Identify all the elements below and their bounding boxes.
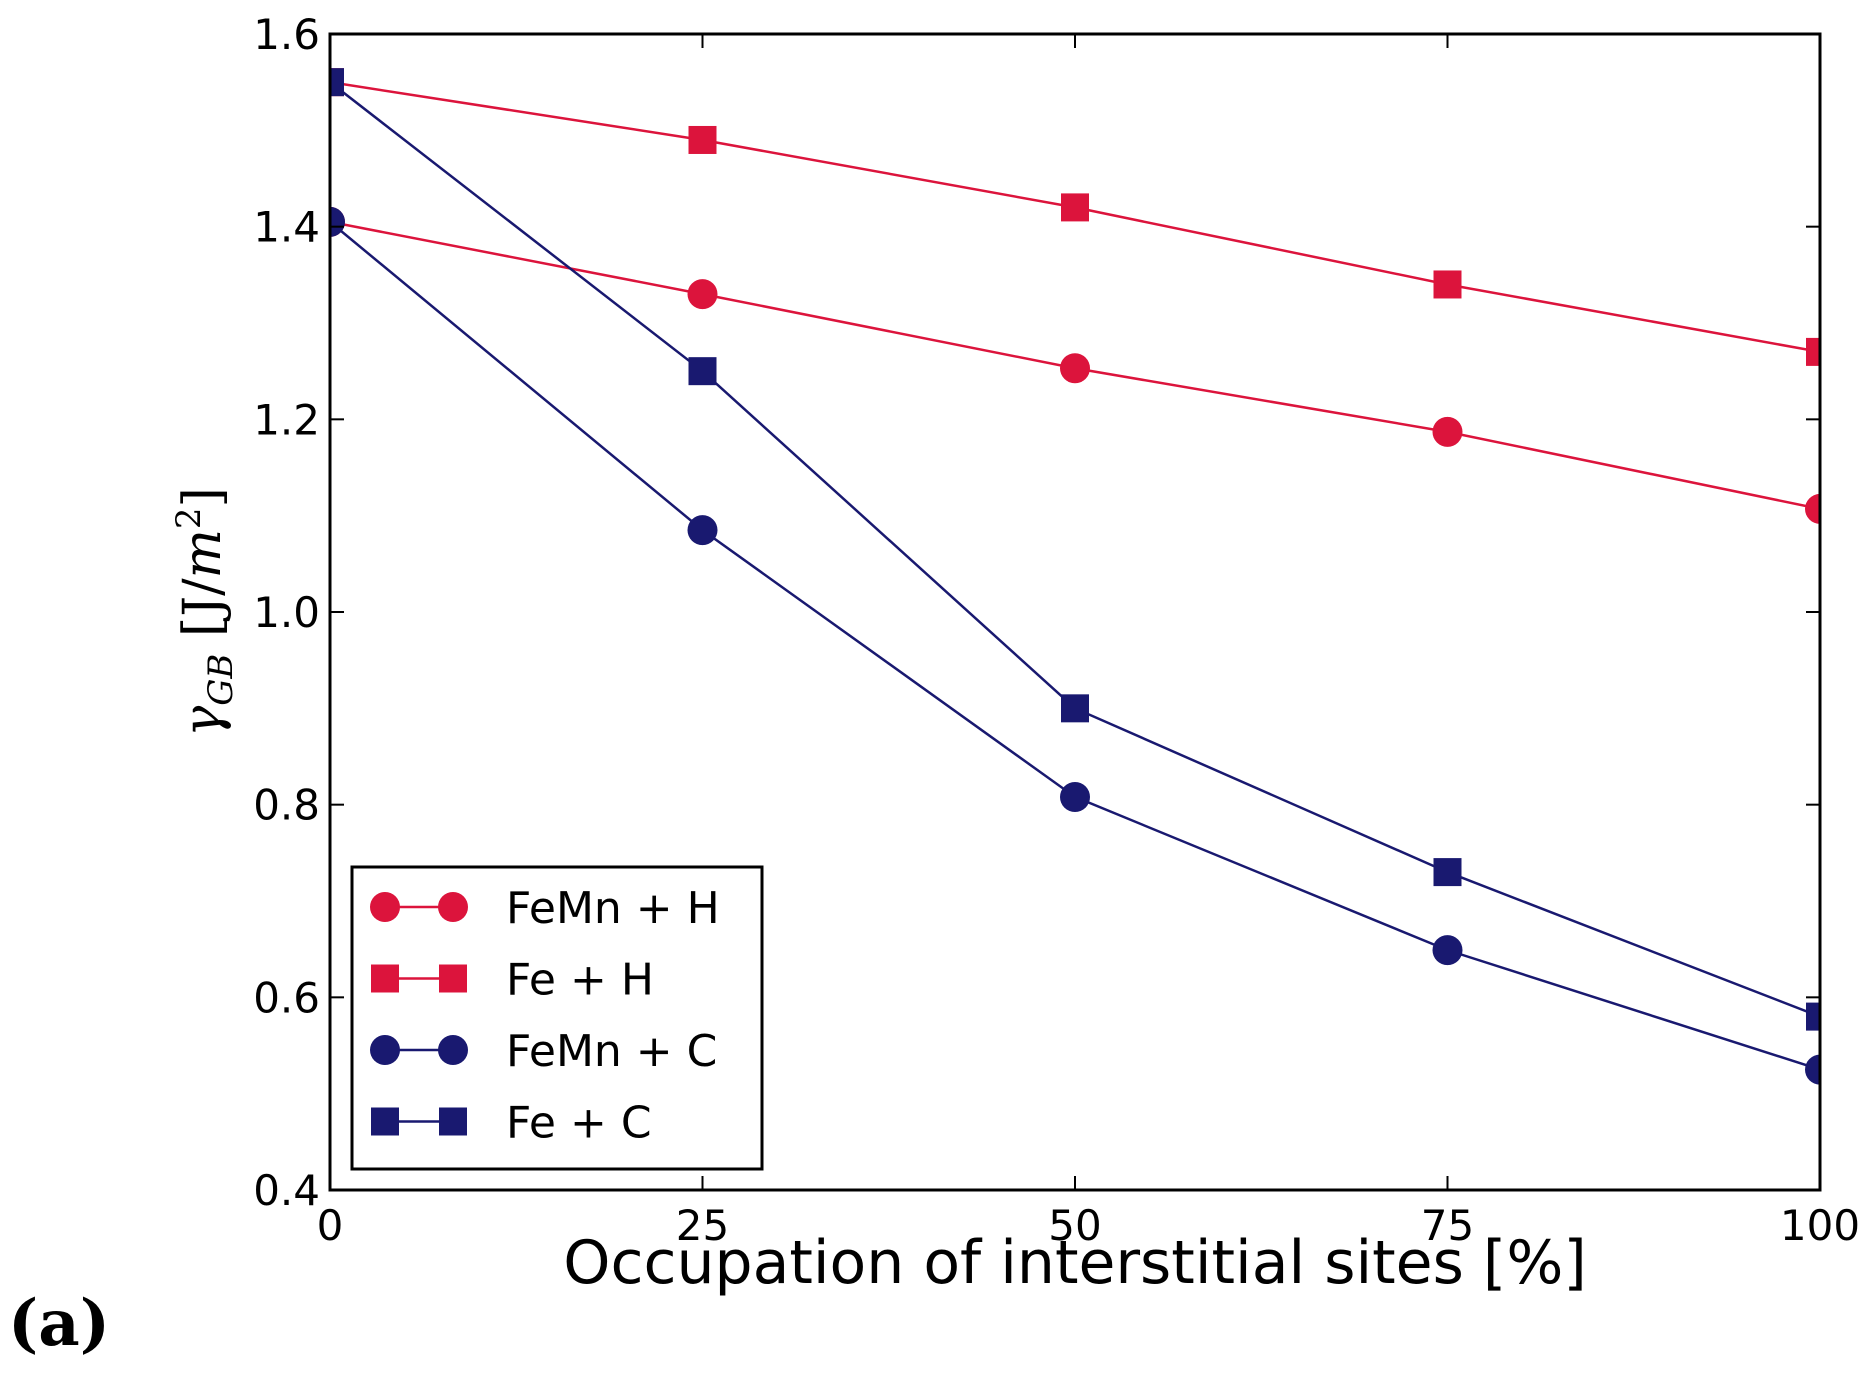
legend-marker-2 <box>370 1035 400 1065</box>
x-tick-label: 50 <box>1048 1201 1101 1250</box>
legend-marker-1 <box>439 964 467 993</box>
y-axis-label: γGB [J/m2] <box>169 487 241 737</box>
legend-marker-0 <box>438 892 468 922</box>
legend-marker-2 <box>438 1035 468 1065</box>
series-1-point <box>1433 270 1462 299</box>
legend-marker-0 <box>370 892 400 922</box>
y-tick-label: 0.6 <box>253 973 320 1022</box>
x-tick-label: 0 <box>317 1201 344 1250</box>
series-2-point <box>687 515 718 546</box>
series-0-point <box>687 279 718 310</box>
axis-ticks: 0 25 50 75 100 0.4 0.6 0.8 1.0 1.2 1.4 1.6 <box>253 10 1860 1250</box>
series-2-point <box>1805 1054 1820 1085</box>
legend: FeMn + H Fe + H FeMn + C Fe + C <box>350 865 764 1171</box>
y-tick-label: 1.6 <box>253 10 320 59</box>
y-tick-label: 0.8 <box>253 781 320 830</box>
legend-marker-3 <box>439 1107 467 1136</box>
series-2-point <box>1432 935 1463 966</box>
series-2-point <box>330 206 345 237</box>
legend-label-1: Fe + H <box>506 955 654 1006</box>
x-tick-label: 25 <box>676 1201 729 1250</box>
legend-marker-3 <box>371 1107 399 1136</box>
series-3-point <box>688 357 717 386</box>
legend-marker-1 <box>371 964 399 993</box>
y-tick-label: 1.0 <box>253 588 320 637</box>
legend-label-3: Fe + C <box>506 1098 652 1149</box>
y-tick-label: 0.4 <box>253 1166 320 1215</box>
plot-marks <box>330 68 1820 1085</box>
y-axis-unit-suffix: ] <box>173 487 233 507</box>
panel-label: (a) <box>8 1286 110 1361</box>
series-0-point <box>1432 416 1463 447</box>
y-tick-label: 1.2 <box>253 395 320 444</box>
x-tick-label: 100 <box>1780 1201 1860 1250</box>
series-3-point <box>330 68 344 97</box>
y-axis-subscript: GB <box>201 654 241 706</box>
x-axis-label: Occupation of interstitial sites [%] <box>563 1228 1587 1298</box>
series-0-point <box>1060 353 1090 384</box>
series-1-point <box>688 125 717 154</box>
y-axis-unit-var: m <box>173 529 233 578</box>
series-3-point <box>1433 858 1462 887</box>
legend-frame <box>350 865 764 1171</box>
y-axis-unit-exp: 2 <box>169 507 209 529</box>
series-2-point <box>1060 781 1090 812</box>
series-3-point <box>1806 1002 1820 1031</box>
series-1-point <box>1806 337 1820 366</box>
legend-label-0: FeMn + H <box>506 883 720 934</box>
series-0-point <box>1805 493 1820 524</box>
y-axis-unit-prefix: [J/ <box>173 578 233 654</box>
legend-label-2: FeMn + C <box>506 1026 717 1077</box>
x-tick-label: 75 <box>1421 1201 1474 1250</box>
series-1-point <box>1061 193 1089 222</box>
y-axis-symbol: γ <box>173 705 233 737</box>
series-3-point <box>1061 694 1089 723</box>
y-tick-label: 1.4 <box>253 203 320 252</box>
